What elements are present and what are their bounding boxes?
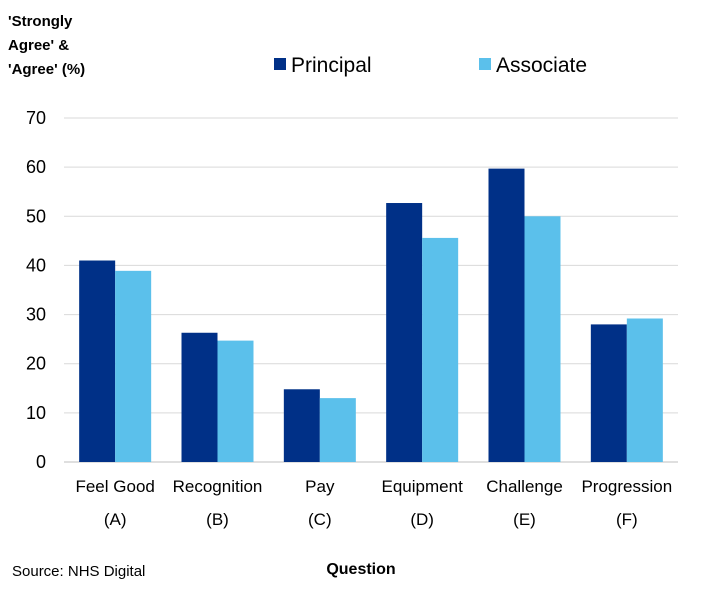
x-category-label: Challenge [486,477,563,496]
bar-associate-pay [319,398,356,462]
bar-associate-challenge [524,216,561,462]
y-tick-label: 70 [26,108,46,128]
x-category-code: (A) [104,510,127,529]
y-axis-label-line-2: Agree' & [8,37,69,54]
y-tick-labels: 0 10 20 30 40 50 60 70 [26,108,46,472]
bar-principal-progression [590,324,627,462]
bar-associate-equipment [422,237,459,462]
x-category-code: (C) [308,510,332,529]
y-tick-label: 20 [26,354,46,374]
x-category-label: Progression [581,477,672,496]
y-tick-label: 10 [26,403,46,423]
x-category-code: (D) [410,510,434,529]
bar-principal-recognition [181,332,218,462]
legend-label-principal: Principal [291,54,372,77]
bar-principal-challenge [488,168,525,463]
bars [79,168,663,463]
x-axis-label: Question [326,561,395,578]
legend-swatch-associate [479,58,491,70]
y-tick-label: 50 [26,206,46,226]
y-tick-label: 40 [26,255,46,275]
source-note: Source: NHS Digital [12,563,145,580]
bar-associate-recognition [217,340,254,462]
bar-associate-feel-good [115,270,152,462]
x-category-label: Equipment [382,477,464,496]
y-tick-label: 60 [26,157,46,177]
x-category-label: Feel Good [75,477,154,496]
y-tick-label: 30 [26,305,46,325]
bar-principal-equipment [386,203,423,462]
x-category-label: Recognition [173,477,263,496]
legend: Principal Associate [274,54,587,77]
y-axis-label-line-3: 'Agree' (%) [8,61,85,78]
bar-associate-progression [626,318,663,462]
gridlines [64,117,678,463]
legend-swatch-principal [274,58,286,70]
bar-principal-pay [283,389,320,462]
y-axis-label-line-1: 'Strongly [8,13,73,30]
x-category-label: Pay [305,477,335,496]
x-category-code: (F) [616,510,638,529]
legend-label-associate: Associate [496,54,587,77]
x-category-labels: Feel Good (A) Recognition (B) Pay (C) Equipmen… [75,477,672,529]
x-category-code: (E) [513,510,536,529]
y-tick-label: 0 [36,452,46,472]
bar-principal-feel-good [79,260,116,462]
x-category-code: (B) [206,510,229,529]
